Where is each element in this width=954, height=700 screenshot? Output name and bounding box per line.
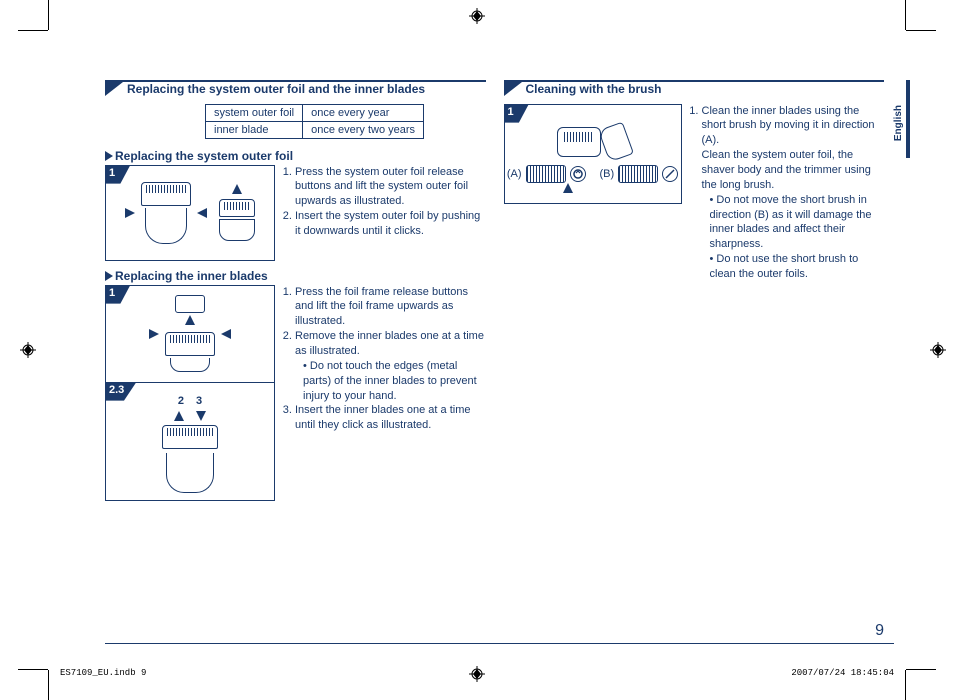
subheader-inner-blades: Replacing the inner blades — [105, 269, 486, 283]
footer-file: ES7109_EU.indb 9 — [60, 668, 146, 678]
section-header-replacing: Replacing the system outer foil and the … — [105, 80, 486, 98]
language-tab: English — [893, 105, 904, 141]
replacement-interval-table: system outer foil once every year inner … — [205, 104, 424, 139]
left-column: Replacing the system outer foil and the … — [105, 80, 486, 620]
arrow-up-icon — [563, 183, 573, 193]
figure-inner-blades-2-3: 2.3 2 3 — [105, 383, 275, 501]
label-b: (B) — [600, 168, 615, 180]
footer-timestamp: 2007/07/24 18:45:04 — [791, 668, 894, 678]
arrow-left-icon — [221, 329, 231, 339]
section-header-cleaning: Cleaning with the brush — [504, 80, 885, 98]
triangle-bullet-icon — [105, 151, 113, 161]
arrow-right-icon — [125, 208, 135, 218]
table-row: inner blade once every two years — [206, 121, 424, 138]
page-number: 9 — [875, 622, 884, 640]
page-footer-rule — [105, 643, 894, 644]
prohibited-icon — [662, 166, 678, 182]
registration-mark — [469, 666, 485, 682]
figure-outer-foil: 1 — [105, 165, 275, 261]
steps-cleaning: Clean the inner blades using the short b… — [688, 104, 885, 284]
registration-mark — [930, 342, 946, 358]
subheader-outer-foil: Replacing the system outer foil — [105, 149, 486, 163]
triangle-bullet-icon — [105, 271, 113, 281]
section-title: Cleaning with the brush — [526, 82, 885, 98]
arrow-up-icon — [185, 315, 195, 325]
arrow-up-icon — [174, 411, 184, 421]
steps-inner-blades: Press the foil frame release buttons and… — [281, 285, 486, 501]
arrow-up-icon — [232, 184, 242, 194]
right-column: Cleaning with the brush 1 (A) — [504, 80, 885, 620]
registration-mark — [20, 342, 36, 358]
arrow-left-icon — [197, 208, 207, 218]
language-indicator-bar — [906, 80, 910, 158]
arrow-right-icon — [149, 329, 159, 339]
figure-cleaning-brush: 1 (A) (B) — [504, 104, 682, 204]
label-a: (A) — [507, 168, 522, 180]
section-title: Replacing the system outer foil and the … — [127, 82, 486, 98]
allowed-icon — [570, 166, 586, 182]
steps-outer-foil: Press the system outer foil release butt… — [281, 165, 486, 261]
table-row: system outer foil once every year — [206, 104, 424, 121]
registration-mark — [469, 8, 485, 24]
arrow-down-icon — [196, 411, 206, 421]
figure-inner-blades-1: 1 — [105, 285, 275, 383]
